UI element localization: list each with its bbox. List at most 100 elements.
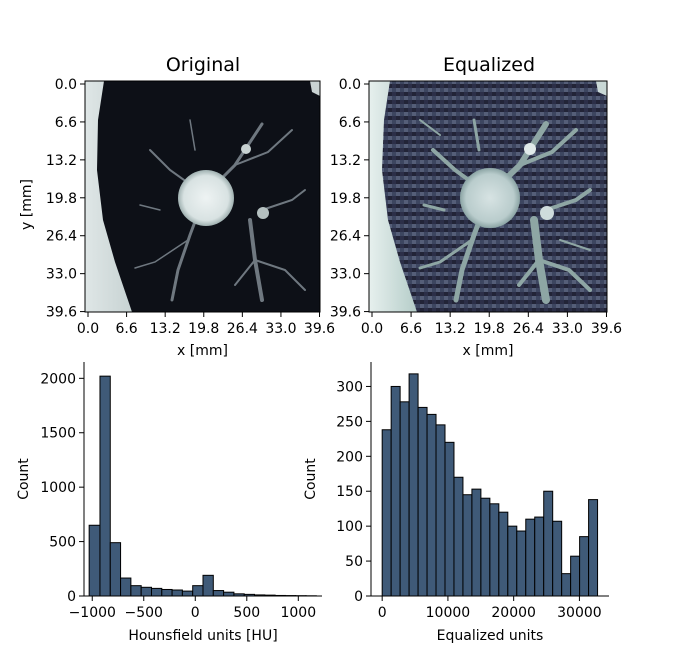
original-y-tick-label: 6.6: [55, 115, 77, 131]
hounsfield-bar: [192, 585, 204, 597]
hounsfield-histogram: −1000 −500 0 500 1000 0 500 1000 1500 2000 Hounsfi…: [16, 362, 322, 644]
equalized-bar: [480, 497, 491, 597]
hounsfield-bar: [109, 542, 122, 597]
equalized-image-axes: 0.0 6.6 13.2 19.8 26.4 33.0 39.60.06.613.219.8…: [330, 77, 622, 359]
hounsfield-bar: [181, 590, 194, 597]
original-y-tick-label: 0.0: [55, 77, 77, 93]
hounsfield-x-tick-label: 0: [191, 605, 200, 621]
equalized-bar: [408, 373, 419, 597]
original-title: Original: [166, 54, 240, 76]
equalized-y-tick-label: 13.2: [330, 153, 361, 169]
equalized-x-tick-label: 6.6: [400, 321, 422, 337]
original-image-axes: 0.0 6.6 13.2 19.8 26.4 33.0 39.6 0.0 6.6 13.2 19.8…: [19, 77, 335, 359]
equalized-y-tick-label: 100: [336, 519, 363, 535]
equalized-x-tick-label: 30000: [557, 605, 602, 621]
original-x-tick-label: 6.6: [115, 321, 137, 337]
equalized-x-tick-label: 39.6: [591, 321, 622, 337]
equalized-bar: [489, 503, 500, 597]
equalized-y-tick-label: 26.4: [330, 229, 361, 245]
hounsfield-bar: [202, 574, 214, 597]
hounsfield-bar: [99, 375, 111, 597]
equalized-x-tick-label: 10000: [426, 605, 471, 621]
equalized-bar: [543, 490, 554, 597]
original-x-tick-label: 13.2: [150, 321, 181, 337]
equalized-bar: [471, 488, 482, 597]
equalized-bar: [390, 385, 401, 597]
equalized-x-tick-label: 0.0: [361, 321, 383, 337]
equalized-bar: [426, 413, 437, 597]
equalized-bar: [453, 476, 464, 597]
original-image-panel: Original: [84, 54, 321, 313]
hounsfield-bar: [130, 585, 142, 597]
equalized-bar: [561, 573, 572, 597]
original-x-axis-label: x [mm]: [177, 343, 228, 359]
hounsfield-y-tick-label: 1500: [40, 426, 76, 442]
equalized-x-axis-label: x [mm]: [463, 343, 514, 359]
equalized-bar: [417, 406, 428, 597]
equalized-y-tick-label: 39.6: [330, 305, 361, 321]
equalized-histogram: 0 10000 20000 30000 0 50 100 150 200 250 300 Equali…: [303, 362, 609, 644]
equalized-bar: [579, 536, 590, 597]
equalized-bar: [525, 518, 536, 597]
hounsfield-bar: [140, 586, 152, 597]
original-ct-image: [85, 81, 320, 312]
equalized-y-axis-label: Count: [303, 458, 319, 500]
equalized-y-tick-label: 0.0: [339, 77, 361, 93]
equalized-bar: [381, 429, 392, 597]
hounsfield-bar: [171, 589, 183, 597]
original-y-tick-label: 13.2: [46, 153, 77, 169]
equalized-bar: [552, 520, 563, 597]
hounsfield-bar: [120, 577, 132, 597]
equalized-x-tick-label: 33.0: [552, 321, 583, 337]
equalized-y-tick-label: 150: [336, 484, 363, 500]
equalized-x-tick-label: 13.2: [435, 321, 466, 337]
hounsfield-bar: [223, 591, 235, 597]
hounsfield-y-tick-label: 1000: [40, 480, 76, 496]
equalized-x-axis-label: Equalized units: [437, 628, 544, 644]
original-x-tick-label: 33.0: [265, 321, 296, 337]
equalized-x-tick-label: 19.8: [474, 321, 505, 337]
equalized-title: Equalized: [443, 54, 535, 76]
equalized-x-tick-label: 0: [378, 605, 387, 621]
hounsfield-y-axis-label: Count: [16, 458, 32, 500]
equalized-y-tick-label: 300: [336, 379, 363, 395]
hounsfield-x-tick-label: 500: [233, 605, 260, 621]
hounsfield-x-tick-label: 1000: [280, 605, 316, 621]
equalized-bar: [516, 530, 527, 597]
equalized-bar: [444, 441, 455, 597]
equalized-y-tick-label: 200: [336, 449, 363, 465]
equalized-y-tick-label: 250: [336, 414, 363, 430]
equalized-bar: [534, 516, 545, 597]
equalized-y-tick-label: 6.6: [339, 115, 361, 131]
equalized-bar: [588, 499, 599, 597]
hounsfield-bar: [150, 587, 163, 597]
equalized-bar: [570, 555, 581, 597]
equalized-y-tick-label: 0: [354, 589, 363, 605]
equalized-bar: [498, 511, 509, 597]
hounsfield-x-tick-label: −500: [125, 605, 163, 621]
equalized-bar: [435, 424, 446, 597]
original-y-axis-label: y [mm]: [19, 179, 35, 230]
original-x-tick-label: 19.8: [188, 321, 219, 337]
equalized-y-tick-label: 19.8: [330, 191, 361, 207]
hounsfield-x-axis-label: Hounsfield units [HU]: [128, 628, 277, 644]
hounsfield-bar: [161, 588, 173, 597]
equalized-ct-image: [369, 81, 607, 312]
equalized-image-panel: Equalized: [368, 54, 608, 313]
hounsfield-bar: [88, 524, 101, 597]
equalized-y-tick-label: 33.0: [330, 267, 361, 283]
equalized-x-tick-label: 20000: [491, 605, 536, 621]
equalized-bar: [399, 401, 410, 597]
original-x-tick-label: 0.0: [77, 321, 99, 337]
original-x-tick-label: 26.4: [227, 321, 258, 337]
original-y-tick-label: 19.8: [46, 191, 77, 207]
equalized-x-tick-label: 26.4: [513, 321, 544, 337]
hounsfield-y-tick-label: 500: [49, 535, 76, 551]
equalized-y-tick-label: 50: [345, 554, 363, 570]
hounsfield-y-tick-label: 0: [67, 589, 76, 605]
equalized-bar: [507, 525, 518, 597]
hounsfield-x-tick-label: −1000: [69, 605, 116, 621]
original-x-tick-label: 39.6: [304, 321, 335, 337]
original-y-tick-label: 33.0: [46, 267, 77, 283]
